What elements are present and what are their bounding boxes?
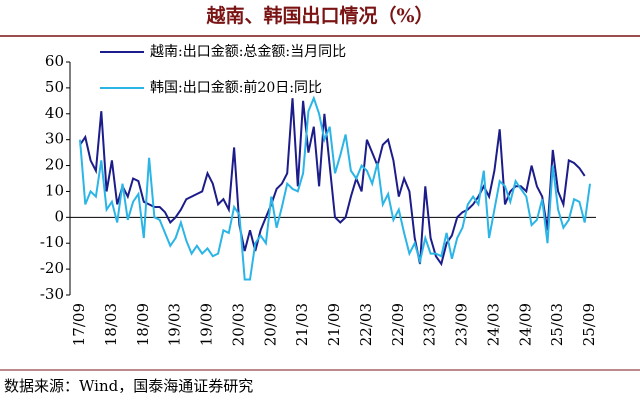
x-tick-label: 20/03 <box>229 303 247 346</box>
y-tick-label: 40 <box>45 104 64 122</box>
x-tick-label: 25/09 <box>580 303 598 346</box>
x-tick-label: 17/09 <box>70 303 88 346</box>
x-tick-label: 24/09 <box>516 303 534 346</box>
y-tick-label: 50 <box>45 78 64 96</box>
source: 数据来源：Wind，国泰海通证券研究 <box>4 377 253 395</box>
y-tick-label: -30 <box>40 285 64 303</box>
x-tick-label: 22/03 <box>357 303 375 346</box>
y-tick-label: 20 <box>45 156 64 174</box>
y-tick-label: -10 <box>40 233 64 251</box>
x-tick-label: 22/09 <box>389 303 407 346</box>
y-tick-label: -20 <box>40 259 64 277</box>
x-tick-label: 25/03 <box>548 303 566 346</box>
x-tick-label: 18/03 <box>102 303 120 346</box>
x-tick-label: 24/03 <box>484 303 502 346</box>
x-tick-label: 19/09 <box>198 303 216 346</box>
y-tick-label: 30 <box>45 130 64 148</box>
series-line <box>79 95 591 281</box>
legend-label: 越南:出口金额:总金额:当月同比 <box>150 44 346 60</box>
y-tick-label: 10 <box>45 181 64 199</box>
chart-title: 越南、韩国出口情况（%） <box>205 4 433 27</box>
x-tick-label: 23/09 <box>453 303 471 346</box>
x-tick-label: 21/09 <box>325 303 343 346</box>
y-tick-label: 0 <box>54 207 64 225</box>
x-tick-label: 18/09 <box>134 303 152 346</box>
x-tick-label: 19/03 <box>166 303 184 346</box>
x-tick-label: 23/03 <box>421 303 439 346</box>
x-tick-label: 21/03 <box>293 303 311 346</box>
series-line <box>79 98 586 267</box>
x-tick-label: 20/09 <box>261 303 279 346</box>
y-tick-label: 60 <box>45 52 64 70</box>
legend-label: 韩国:出口金额:前20日:同比 <box>150 79 322 96</box>
